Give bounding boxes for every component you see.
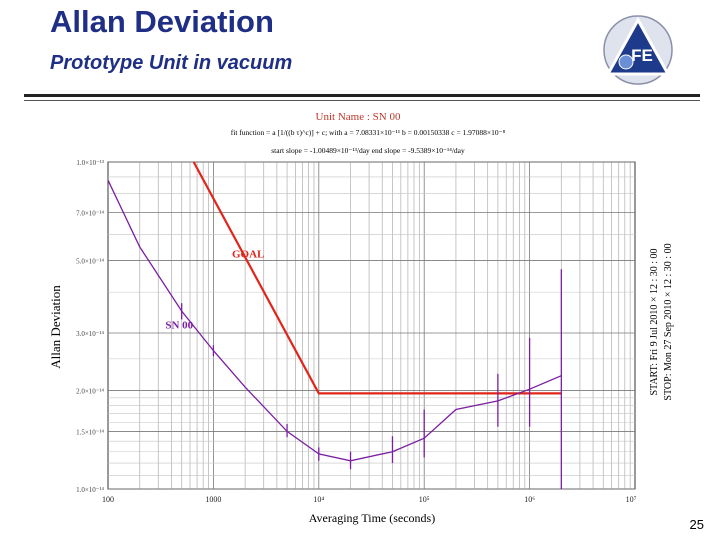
title-divider [24,94,700,97]
y-tick-label: 2.0×10⁻¹⁴ [76,388,104,396]
grid [108,161,635,490]
x-tick-label: 10⁴ [313,495,324,504]
series-sn-00-line [107,179,562,462]
y-tick-label: 7.0×10⁻¹⁴ [76,210,104,218]
y-tick-label: 1.0×10⁻¹⁴ [76,486,104,494]
y-axis-label: Allan Deviation [48,285,63,369]
slide-subtitle: Prototype Unit in vacuum [50,52,293,74]
series [107,161,562,489]
y-tick-label: 5.0×10⁻¹⁴ [76,257,104,265]
start-label: START: Fri 9 Jul 2010 × 12 : 30 : 00 [649,248,660,395]
chart-title: Unit Name : SN 00 [316,111,401,123]
annotations: GOAL SN 00 [165,249,264,332]
logo-text: FE [631,46,653,65]
annotation-label: GOAL [232,249,264,261]
chart-header-line-1: fit function = a [1/((b τ)^c)] + c; with… [231,128,506,137]
y-tick-label: 1.5×10⁻¹⁴ [76,428,104,436]
x-tick-label: 1000 [205,495,221,504]
chart-header-line-2: start slope = -1.00489×10⁻¹³/day end slo… [271,146,465,155]
stop-label: STOP: Mon 27 Sep 2010 × 12 : 30 : 00 [663,243,674,400]
x-tick-label: 10⁷ [626,495,637,504]
annotation-label: SN 00 [165,319,193,331]
x-tick-label: 100 [102,495,114,504]
x-axis-label: Averaging Time (seconds) [309,511,435,525]
x-tick-label: 10⁶ [524,495,535,504]
x-tick-label: 10⁵ [419,495,430,504]
fe-logo: FE [603,15,673,85]
y-tick-label: 1.0×10⁻¹³ [76,159,104,167]
series-goal-line [192,161,562,395]
axis-ticks: 100 1000 10⁴ 10⁵ 10⁶ 10⁷ 1.0×10⁻¹³ 7.0×10⁻¹⁴ 5.0… [76,159,637,504]
title-divider-thin [24,100,700,101]
y-tick-label: 3.0×10⁻¹⁴ [76,330,104,338]
page-number: 25 [689,517,704,532]
slide-title: Allan Deviation [50,4,274,39]
